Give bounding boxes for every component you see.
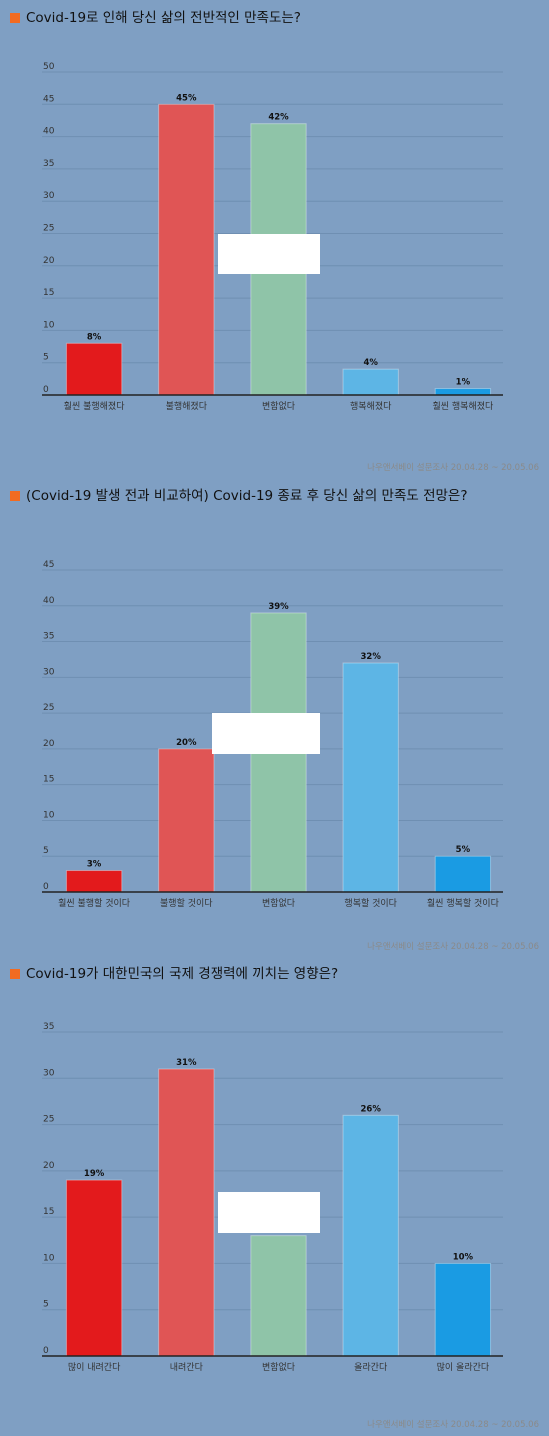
category-label: 훨씬 불행해졌다 <box>64 400 126 412</box>
y-tick-label: 5 <box>43 353 49 363</box>
bar <box>434 1262 492 1357</box>
y-tick-label: 30 <box>43 1068 55 1078</box>
y-tick-label: 25 <box>43 224 54 234</box>
source-note: 나우앤서베이 설문조사 20.04.28 ~ 20.05.06 <box>367 942 539 952</box>
data-label: 8% <box>87 332 102 342</box>
y-tick-label: 30 <box>43 667 55 677</box>
category-label: 불행할 것이다 <box>160 897 213 909</box>
y-tick-label: 20 <box>43 256 55 266</box>
y-tick-label: 30 <box>43 191 55 201</box>
bar <box>158 103 215 396</box>
data-label: 39% <box>268 602 289 612</box>
bar-chart-outlook: 0 5 10 15 20 25 30 35 40 45 3% 훨씬 불행할 것이다 20% 불행할 것이다… <box>42 560 503 909</box>
category-label: 올라간다 <box>354 1362 388 1373</box>
white-occluder-box <box>218 1192 320 1233</box>
y-tick-label: 35 <box>43 1022 54 1032</box>
data-label: 45% <box>176 93 197 103</box>
data-label: 3% <box>87 860 102 870</box>
category-label: 불행해졌다 <box>166 400 208 412</box>
y-tick-label: 5 <box>43 846 49 856</box>
category-label: 변함없다 <box>262 401 296 412</box>
data-label: 20% <box>176 738 197 748</box>
bar <box>434 388 492 396</box>
bar <box>342 1114 399 1357</box>
y-tick-label: 35 <box>43 632 54 642</box>
bar <box>250 1235 307 1357</box>
category-label: 내려간다 <box>170 1362 204 1373</box>
y-tick-label: 45 <box>43 560 54 570</box>
y-tick-label: 0 <box>43 882 49 892</box>
chart-title-text: Covid-19가 대한민국의 국제 경쟁력에 끼치는 영향은? <box>26 966 339 982</box>
y-tick-label: 20 <box>43 1161 55 1171</box>
title-marker-icon <box>10 969 20 979</box>
y-tick-label: 40 <box>43 596 55 606</box>
y-tick-label: 50 <box>43 62 55 72</box>
data-label: 19% <box>84 1169 105 1179</box>
y-tick-label: 10 <box>43 320 55 330</box>
category-label: 훨씬 불행할 것이다 <box>58 897 131 909</box>
data-label: 5% <box>456 845 471 855</box>
chart-title: Covid-19가 대한민국의 국제 경쟁력에 끼치는 영향은? <box>10 962 338 982</box>
bar <box>158 1068 215 1357</box>
bar <box>65 870 123 893</box>
y-tick-label: 10 <box>43 810 55 820</box>
bar <box>158 748 215 893</box>
y-tick-label: 15 <box>43 288 54 298</box>
y-tick-label: 0 <box>43 1346 49 1356</box>
data-label: 1% <box>456 378 471 388</box>
data-label: 10% <box>453 1252 474 1262</box>
chart-panel-3: Covid-19가 대한민국의 국제 경쟁력에 끼치는 영향은? 0 5 10 15 2… <box>0 956 549 1436</box>
category-label: 행복할 것이다 <box>344 897 397 909</box>
category-label: 훨씬 행복할 것이다 <box>427 897 500 909</box>
y-tick-label: 25 <box>43 1115 54 1125</box>
bar <box>434 855 492 893</box>
category-label: 많이 올라간다 <box>437 1362 490 1373</box>
category-label: 행복해졌다 <box>350 400 392 412</box>
bar <box>342 368 399 396</box>
title-marker-icon <box>10 491 20 501</box>
chart-title: Covid-19로 인해 당신 삶의 전반적인 만족도는? <box>10 6 301 26</box>
data-label: 4% <box>363 358 378 368</box>
category-label: 변함없다 <box>262 1362 296 1373</box>
data-label: 32% <box>361 652 382 662</box>
y-tick-label: 15 <box>43 1207 54 1217</box>
category-label: 많이 내려간다 <box>68 1362 121 1373</box>
bar <box>342 662 399 893</box>
y-tick-label: 35 <box>43 159 54 169</box>
y-tick-label: 0 <box>43 385 49 395</box>
white-occluder-box <box>212 713 320 754</box>
data-label: 42% <box>268 113 289 123</box>
category-label: 훨씬 행복해졌다 <box>432 400 494 412</box>
y-tick-label: 45 <box>43 94 54 104</box>
category-label: 변함없다 <box>262 898 296 909</box>
y-tick-label: 10 <box>43 1253 55 1263</box>
y-tick-label: 40 <box>43 127 55 137</box>
source-note: 나우앤서베이 설문조사 20.04.28 ~ 20.05.06 <box>367 1420 539 1430</box>
chart-title-text: (Covid-19 발생 전과 비교하여) Covid-19 종료 후 당신 삶… <box>26 488 468 504</box>
chart-title: (Covid-19 발생 전과 비교하여) Covid-19 종료 후 당신 삶… <box>10 484 468 504</box>
title-marker-icon <box>10 13 20 23</box>
data-label: 31% <box>176 1058 197 1068</box>
data-label: 26% <box>361 1104 382 1114</box>
y-tick-label: 20 <box>43 739 55 749</box>
chart-title-text: Covid-19로 인해 당신 삶의 전반적인 만족도는? <box>26 10 301 26</box>
white-occluder-box <box>218 234 320 274</box>
bar <box>65 1179 123 1357</box>
chart-panel-1: Covid-19로 인해 당신 삶의 전반적인 만족도는? 0 5 10 15 20 25… <box>0 0 549 478</box>
y-tick-label: 15 <box>43 775 54 785</box>
source-note: 나우앤서베이 설문조사 20.04.28 ~ 20.05.06 <box>367 463 539 473</box>
chart-panel-2: (Covid-19 발생 전과 비교하여) Covid-19 종료 후 당신 삶… <box>0 478 549 956</box>
bar-chart-satisfaction: 0 5 10 15 20 25 30 35 40 45 50 8% 훨씬 불행해졌다 45% 불행해졌다 42… <box>42 62 503 412</box>
y-tick-label: 25 <box>43 703 54 713</box>
y-tick-label: 5 <box>43 1300 49 1310</box>
bar <box>65 342 123 396</box>
